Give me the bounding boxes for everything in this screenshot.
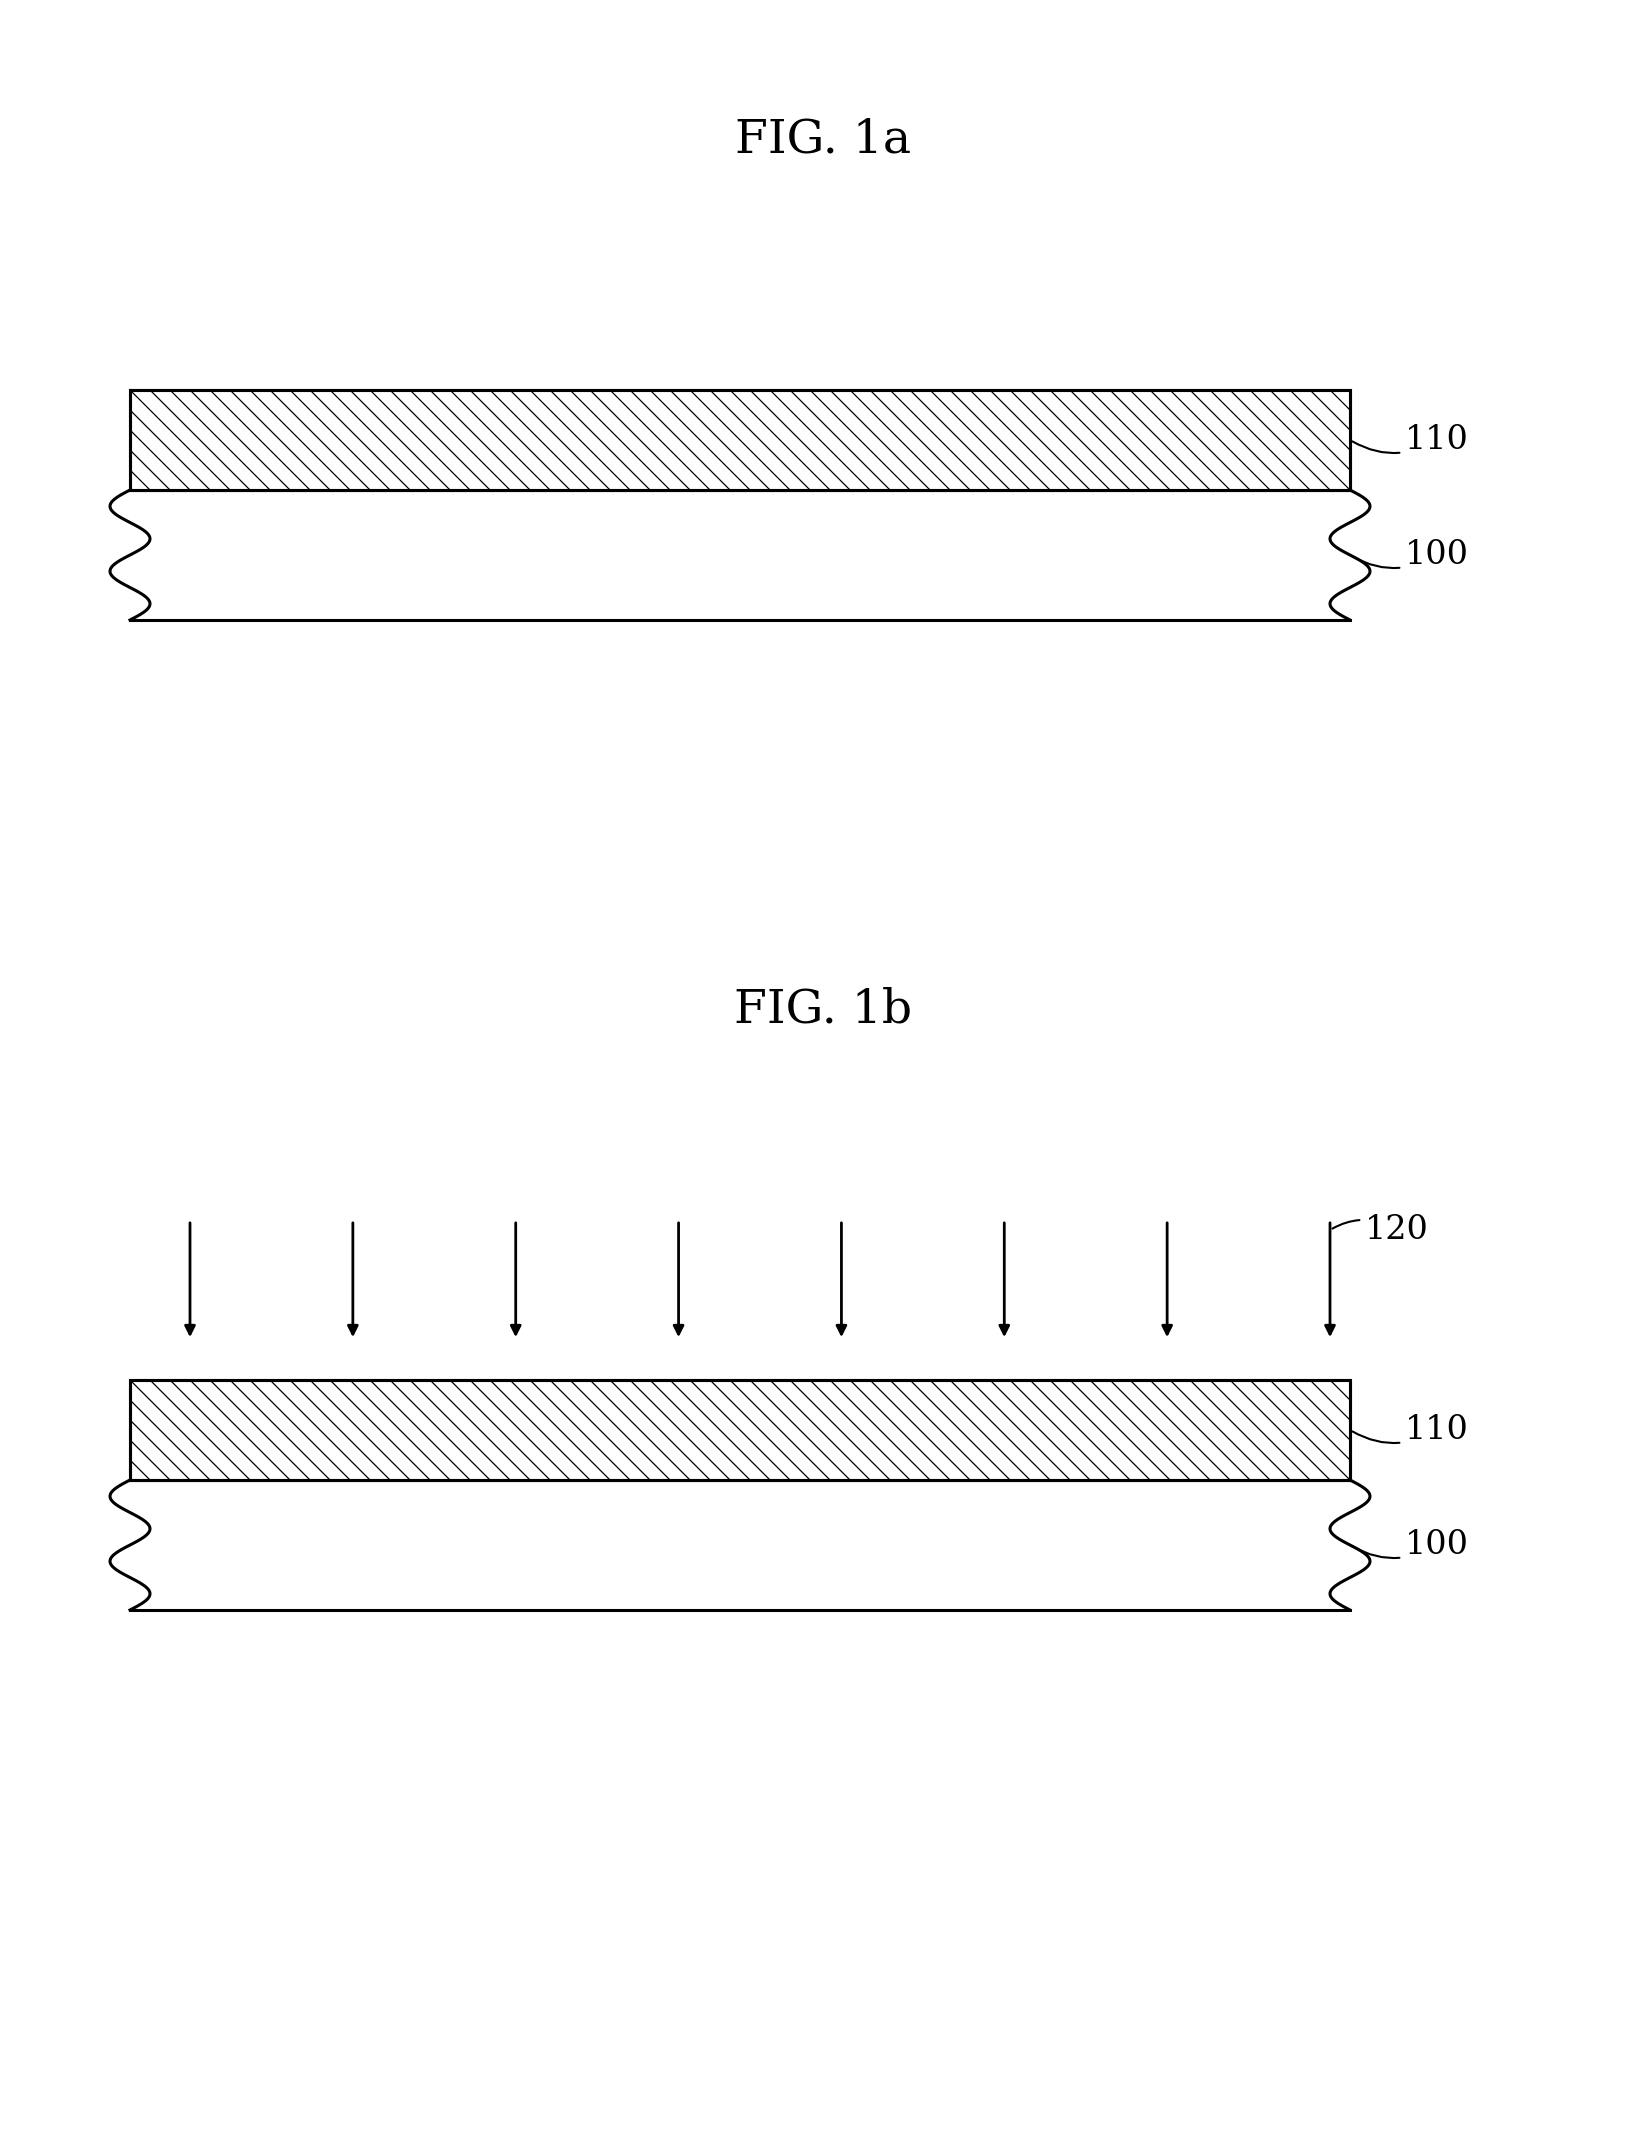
- Bar: [130, 1380, 1351, 1480]
- Text: 100: 100: [1352, 1529, 1469, 1561]
- Bar: [130, 1380, 1351, 1480]
- Bar: [130, 390, 1351, 490]
- Text: FIG. 1b: FIG. 1b: [735, 988, 912, 1033]
- Text: 110: 110: [1352, 1414, 1469, 1446]
- Bar: [130, 390, 1351, 490]
- Text: 110: 110: [1352, 424, 1469, 456]
- Text: 100: 100: [1352, 539, 1469, 571]
- Text: 120: 120: [1332, 1214, 1430, 1246]
- Bar: [130, 1380, 1351, 1480]
- Text: FIG. 1a: FIG. 1a: [736, 117, 911, 162]
- Bar: [130, 390, 1351, 490]
